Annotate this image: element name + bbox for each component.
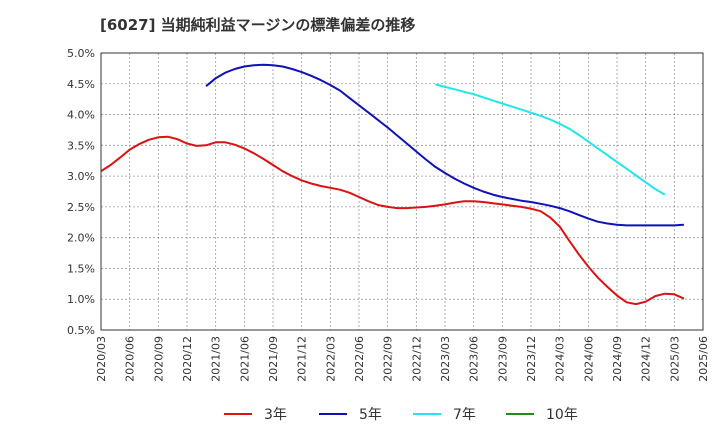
x-tick-label: 2021/03 [210, 336, 223, 382]
x-tick-label: 2021/12 [296, 336, 309, 382]
x-tick-label: 2024/03 [554, 336, 567, 382]
legend-label-3: 10年 [546, 407, 578, 423]
x-tick-label: 2020/03 [95, 336, 108, 382]
y-tick-label: 3.5% [67, 139, 95, 152]
series-lines [100, 63, 685, 306]
grid [100, 52, 704, 331]
y-axis-ticks: 5.0% 4.5% 4.0% 3.5% 3.0% 2.5% 2.0% 1.5% 1.0% 0.5% [67, 47, 95, 337]
x-axis-ticks: 2020/03 2020/06 2020/09 2020/12 2021/03 2021/… [95, 336, 710, 382]
y-tick-label: 1.0% [67, 293, 95, 306]
legend-label-2: 7年 [453, 407, 476, 423]
x-tick-label: 2022/12 [410, 336, 423, 382]
x-tick-label: 2025/06 [697, 336, 710, 382]
y-tick-label: 2.0% [67, 232, 95, 245]
x-tick-label: 2024/06 [582, 336, 595, 382]
y-tick-label: 0.5% [67, 324, 95, 337]
y-tick-label: 4.0% [67, 109, 95, 122]
x-tick-label: 2020/06 [124, 336, 137, 382]
x-tick-label: 2022/03 [324, 336, 337, 382]
x-tick-label: 2023/09 [496, 336, 509, 382]
x-tick-label: 2021/06 [238, 336, 251, 382]
x-tick-label: 2023/06 [468, 336, 481, 382]
y-tick-label: 4.5% [67, 78, 95, 91]
x-tick-label: 2022/06 [353, 336, 366, 382]
y-tick-label: 1.5% [67, 262, 95, 275]
x-tick-label: 2020/12 [181, 336, 194, 382]
x-tick-label: 2022/09 [382, 336, 395, 382]
x-tick-label: 2021/09 [267, 336, 280, 382]
x-tick-label: 2025/03 [668, 336, 681, 382]
y-tick-label: 5.0% [67, 47, 95, 60]
x-tick-label: 2023/03 [439, 336, 452, 382]
x-tick-label: 2024/09 [611, 336, 624, 382]
plot-frame [100, 52, 704, 331]
legend: 3年 5年 7年 10年 [224, 407, 578, 423]
y-tick-label: 2.5% [67, 201, 95, 214]
x-tick-label: 2020/09 [152, 336, 165, 382]
y-tick-label: 3.0% [67, 170, 95, 183]
legend-label-0: 3年 [264, 407, 287, 423]
series-line-2 [435, 83, 666, 196]
series-line-1 [205, 63, 684, 227]
x-tick-label: 2024/12 [640, 336, 653, 382]
chart-title: [6027] 当期純利益マージンの標準偏差の推移 [100, 16, 415, 34]
legend-label-1: 5年 [359, 407, 382, 423]
series-line-0 [100, 135, 685, 306]
x-tick-label: 2023/12 [525, 336, 538, 382]
